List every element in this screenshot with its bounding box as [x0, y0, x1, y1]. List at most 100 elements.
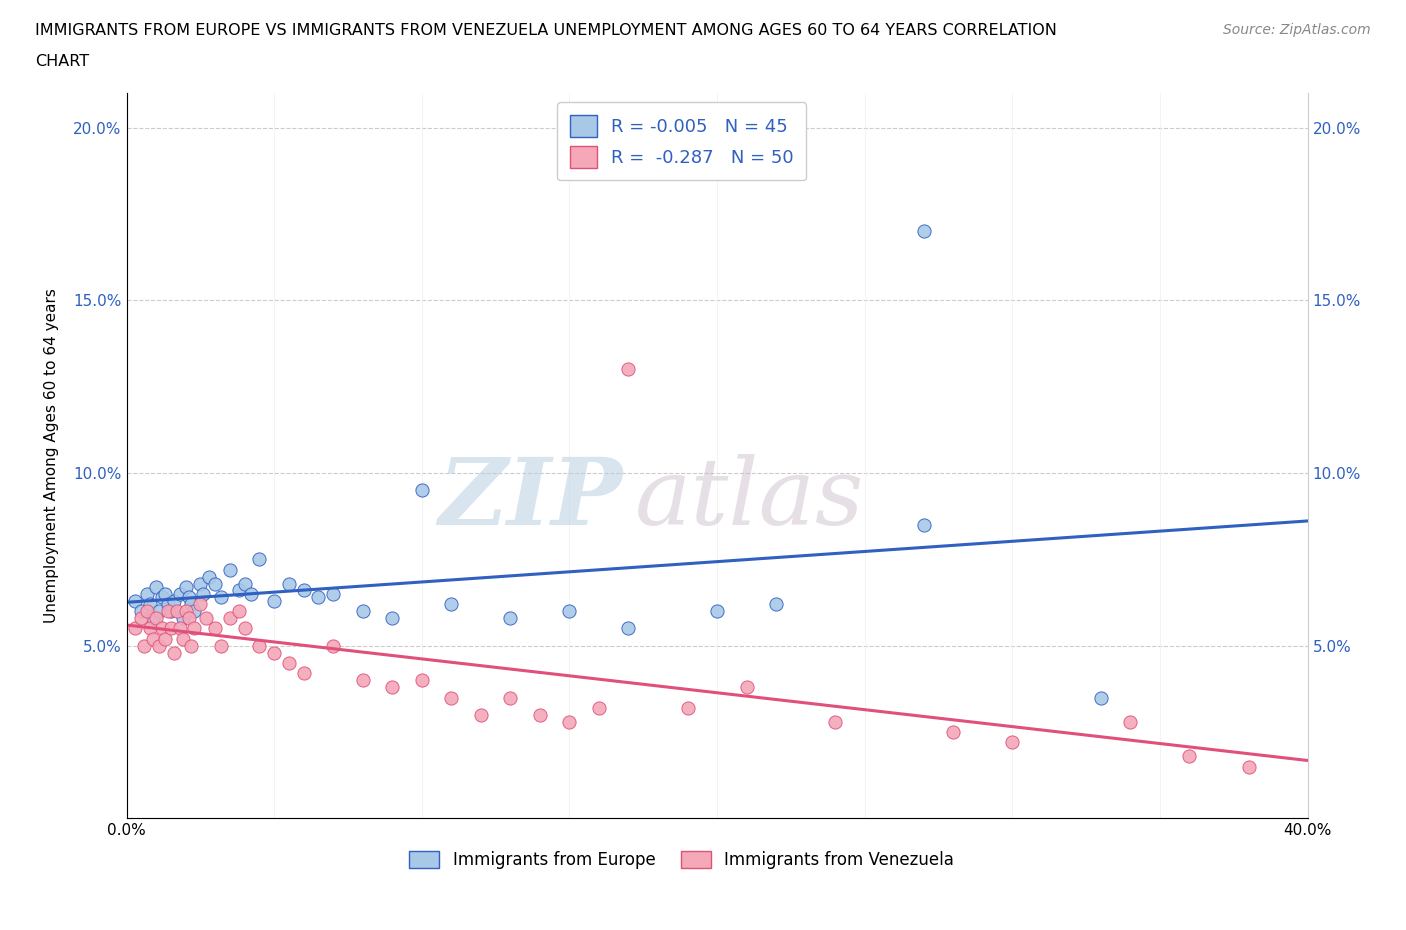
Point [219, 563, 242, 578]
Point [153, 631, 176, 646]
Point [142, 631, 165, 646]
Point [249, 638, 271, 653]
Point [136, 604, 159, 618]
Point [617, 362, 640, 377]
Point [322, 587, 344, 602]
Point [470, 708, 492, 723]
Point [292, 666, 315, 681]
Point [411, 483, 433, 498]
Point [174, 579, 197, 594]
Point [198, 569, 221, 584]
Point [1001, 735, 1024, 750]
Point [124, 593, 146, 608]
Point [676, 700, 699, 715]
Y-axis label: Unemployment Among Ages 60 to 64 years: Unemployment Among Ages 60 to 64 years [45, 288, 59, 623]
Point [322, 638, 344, 653]
Text: IMMIGRANTS FROM EUROPE VS IMMIGRANTS FROM VENEZUELA UNEMPLOYMENT AMONG AGES 60 T: IMMIGRANTS FROM EUROPE VS IMMIGRANTS FRO… [35, 23, 1057, 38]
Point [233, 621, 256, 636]
Point [499, 690, 522, 705]
Point [145, 579, 167, 594]
Point [204, 576, 226, 591]
Point [150, 621, 173, 636]
Point [172, 631, 194, 646]
Point [172, 611, 194, 626]
Point [308, 590, 330, 604]
Point [183, 621, 205, 636]
Point [183, 604, 205, 618]
Point [1237, 759, 1260, 774]
Point [228, 604, 250, 618]
Point [160, 604, 183, 618]
Text: Source: ZipAtlas.com: Source: ZipAtlas.com [1223, 23, 1371, 37]
Point [136, 587, 159, 602]
Point [204, 621, 226, 636]
Point [174, 604, 197, 618]
Point [278, 576, 301, 591]
Text: CHART: CHART [35, 54, 89, 69]
Point [1119, 714, 1142, 729]
Point [209, 638, 232, 653]
Point [239, 587, 262, 602]
Point [588, 700, 610, 715]
Point [233, 576, 256, 591]
Point [148, 604, 170, 618]
Point [352, 604, 374, 618]
Point [1090, 690, 1112, 705]
Point [529, 708, 551, 723]
Point [228, 583, 250, 598]
Point [912, 224, 935, 239]
Point [219, 611, 242, 626]
Point [440, 597, 463, 612]
Point [209, 590, 232, 604]
Point [188, 597, 212, 612]
Point [169, 587, 191, 602]
Point [292, 583, 315, 598]
Point [263, 645, 285, 660]
Point [139, 597, 162, 612]
Point [381, 611, 404, 626]
Point [558, 604, 581, 618]
Point [124, 621, 146, 636]
Point [249, 551, 271, 566]
Point [824, 714, 846, 729]
Point [193, 587, 215, 602]
Point [177, 611, 200, 626]
Point [381, 680, 404, 695]
Point [148, 638, 170, 653]
Point [558, 714, 581, 729]
Point [180, 638, 202, 653]
Text: ZIP: ZIP [439, 454, 623, 544]
Point [150, 590, 173, 604]
Point [134, 638, 156, 653]
Point [278, 656, 301, 671]
Point [139, 621, 162, 636]
Point [195, 611, 218, 626]
Point [180, 597, 202, 612]
Point [156, 604, 179, 618]
Point [263, 593, 285, 608]
Point [169, 621, 191, 636]
Point [177, 590, 200, 604]
Point [145, 611, 167, 626]
Point [765, 597, 787, 612]
Point [912, 517, 935, 532]
Point [166, 604, 188, 618]
Point [142, 611, 165, 626]
Point [129, 604, 153, 618]
Point [617, 621, 640, 636]
Point [499, 611, 522, 626]
Point [942, 724, 965, 739]
Legend: Immigrants from Europe, Immigrants from Venezuela: Immigrants from Europe, Immigrants from … [402, 844, 960, 875]
Point [163, 645, 186, 660]
Point [160, 621, 183, 636]
Text: atlas: atlas [634, 454, 863, 544]
Point [1178, 749, 1201, 764]
Point [706, 604, 728, 618]
Point [352, 672, 374, 687]
Point [440, 690, 463, 705]
Point [156, 597, 179, 612]
Point [153, 587, 176, 602]
Point [129, 611, 153, 626]
Point [735, 680, 758, 695]
Point [188, 576, 212, 591]
